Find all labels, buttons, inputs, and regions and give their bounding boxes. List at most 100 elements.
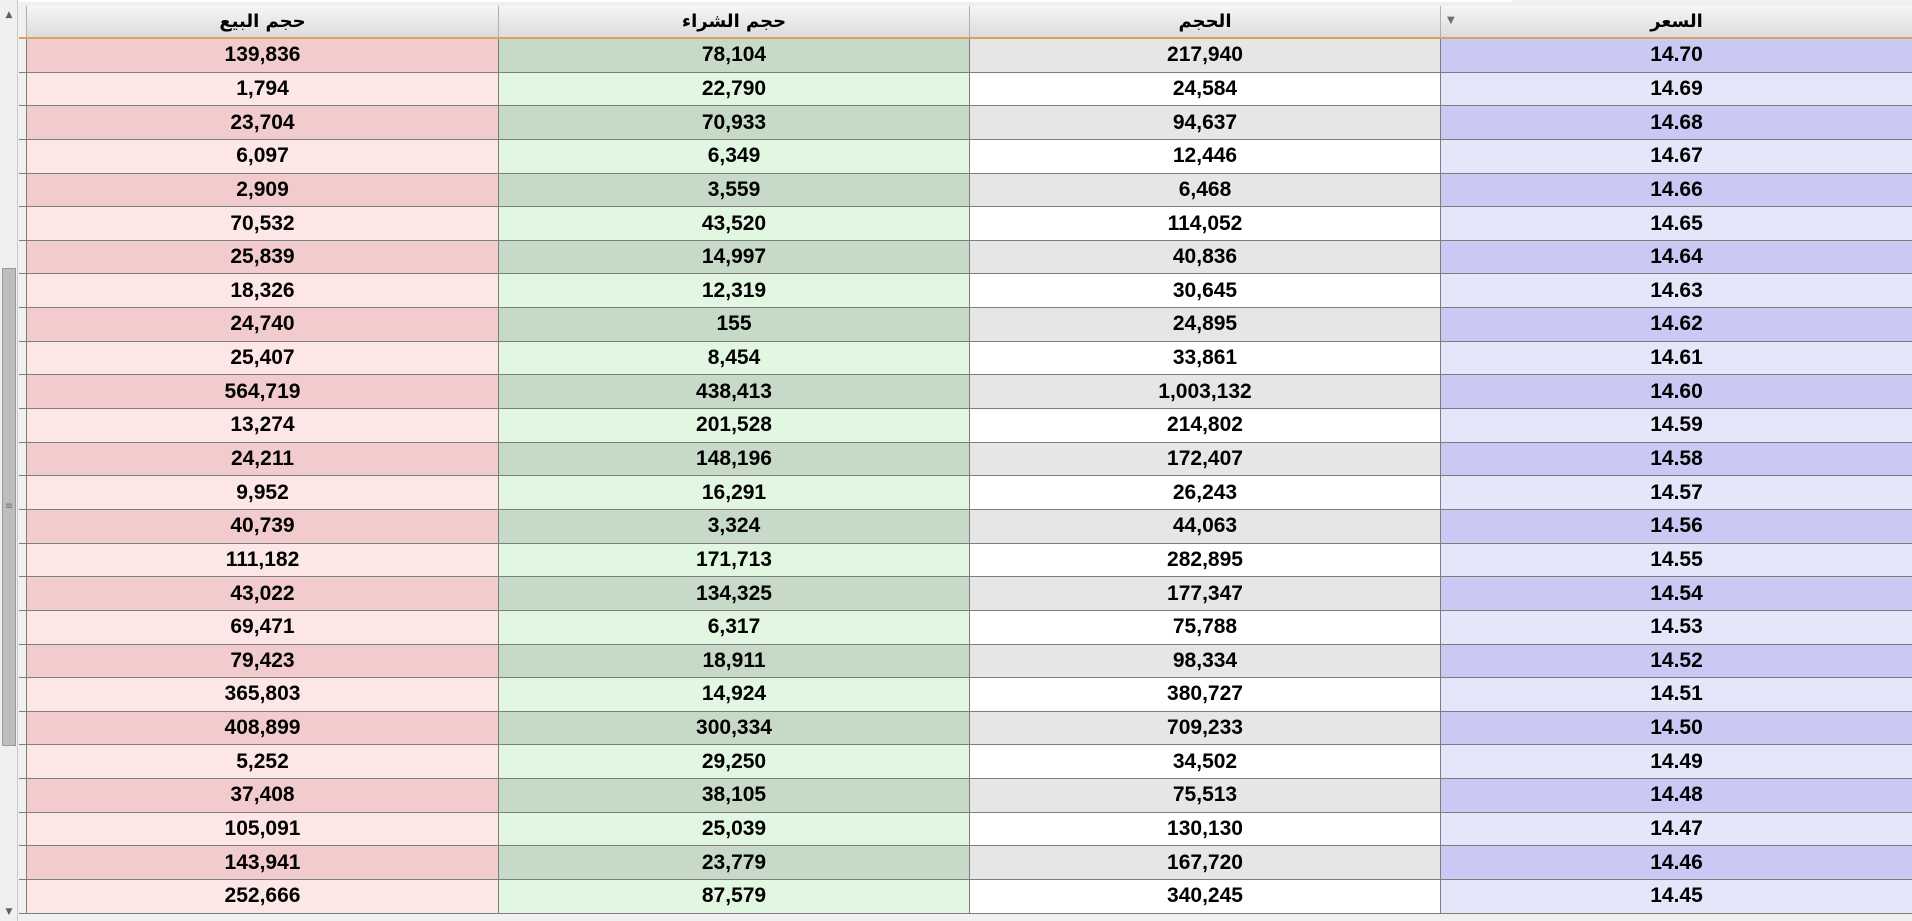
buy-volume-cell: 155 (498, 308, 969, 342)
vertical-scrollbar[interactable]: ▲ ≡ ▼ (0, 0, 18, 921)
sell-volume-cell: 9,952 (26, 476, 498, 510)
buy-volume-cell: 23,779 (498, 846, 969, 881)
scroll-up-arrow-icon[interactable]: ▲ (5, 10, 13, 20)
row-filler (19, 812, 26, 847)
buy-volume-cell: 6,349 (498, 139, 969, 174)
volume-cell: 380,727 (969, 678, 1440, 712)
row-filler (19, 846, 26, 881)
sell-volume-cell: 24,740 (26, 308, 498, 342)
row-filler (19, 745, 26, 780)
row-filler (19, 678, 26, 712)
column-header-buy-volume-label: حجم الشراء (681, 11, 787, 32)
volume-cell: 75,788 (969, 610, 1440, 645)
table-row[interactable]: 14.51 380,727 14,924 365,803 (19, 678, 1912, 712)
table-row[interactable]: 14.61 33,861 8,454 25,407 (19, 341, 1912, 376)
volume-cell: 98,334 (969, 644, 1440, 679)
volume-cell: 24,584 (969, 72, 1440, 107)
table-row[interactable]: 14.62 24,895 155 24,740 (19, 308, 1912, 342)
sort-descending-icon[interactable]: ▼ (1447, 15, 1455, 26)
sell-volume-cell: 24,211 (26, 442, 498, 477)
table-row[interactable]: 14.53 75,788 6,317 69,471 (19, 610, 1912, 645)
price-cell: 14.64 (1440, 240, 1912, 275)
sell-volume-cell: 365,803 (26, 678, 498, 712)
row-filler (19, 341, 26, 376)
buy-volume-cell: 38,105 (498, 779, 969, 813)
table-row[interactable]: 14.50 709,233 300,334 408,899 (19, 711, 1912, 746)
table-row[interactable]: 14.46 167,720 23,779 143,941 (19, 846, 1912, 881)
row-filler (19, 610, 26, 645)
price-cell: 14.62 (1440, 308, 1912, 342)
table-row[interactable]: 14.70 217,940 78,104 139,836 (19, 39, 1912, 73)
column-header-buy-volume[interactable]: حجم الشراء (498, 6, 969, 37)
table-row[interactable]: 14.68 94,637 70,933 23,704 (19, 106, 1912, 140)
table-row[interactable]: 14.59 214,802 201,528 13,274 (19, 409, 1912, 443)
price-cell: 14.54 (1440, 577, 1912, 611)
buy-volume-cell: 300,334 (498, 711, 969, 746)
price-cell: 14.68 (1440, 106, 1912, 140)
table-row[interactable]: 14.58 172,407 148,196 24,211 (19, 442, 1912, 477)
price-cell: 14.45 (1440, 880, 1912, 914)
table-row[interactable]: 14.56 44,063 3,324 40,739 (19, 509, 1912, 544)
table-row[interactable]: 14.63 30,645 12,319 18,326 (19, 274, 1912, 309)
table-row[interactable]: 14.54 177,347 134,325 43,022 (19, 577, 1912, 611)
table-row[interactable]: 14.47 130,130 25,039 105,091 (19, 812, 1912, 847)
price-cell: 14.48 (1440, 779, 1912, 813)
price-cell: 14.57 (1440, 476, 1912, 510)
column-header-sell-volume[interactable]: حجم البيع (26, 6, 498, 37)
row-filler (19, 308, 26, 342)
table-row[interactable]: 14.69 24,584 22,790 1,794 (19, 72, 1912, 107)
table-row[interactable]: 14.65 114,052 43,520 70,532 (19, 207, 1912, 241)
buy-volume-cell: 12,319 (498, 274, 969, 309)
table-row[interactable]: 14.49 34,502 29,250 5,252 (19, 745, 1912, 780)
price-cell: 14.58 (1440, 442, 1912, 477)
column-header-volume[interactable]: الحجم (969, 6, 1440, 37)
sell-volume-cell: 70,532 (26, 207, 498, 241)
sell-volume-cell: 111,182 (26, 543, 498, 578)
table-row[interactable]: 14.64 40,836 14,997 25,839 (19, 240, 1912, 275)
volume-cell: 6,468 (969, 173, 1440, 208)
table-row[interactable]: 14.57 26,243 16,291 9,952 (19, 476, 1912, 510)
sell-volume-cell: 6,097 (26, 139, 498, 174)
buy-volume-cell: 14,997 (498, 240, 969, 275)
buy-volume-cell: 25,039 (498, 812, 969, 847)
table-row[interactable]: 14.67 12,446 6,349 6,097 (19, 139, 1912, 174)
row-filler (19, 409, 26, 443)
sell-volume-cell: 69,471 (26, 610, 498, 645)
price-cell: 14.47 (1440, 812, 1912, 847)
buy-volume-cell: 78,104 (498, 39, 969, 73)
scroll-down-arrow-icon[interactable]: ▼ (5, 907, 13, 917)
table-row[interactable]: 14.66 6,468 3,559 2,909 (19, 173, 1912, 208)
table-row[interactable]: 14.55 282,895 171,713 111,182 (19, 543, 1912, 578)
volume-cell: 12,446 (969, 139, 1440, 174)
row-filler (19, 476, 26, 510)
table-row[interactable]: 14.52 98,334 18,911 79,423 (19, 644, 1912, 679)
sell-volume-cell: 25,839 (26, 240, 498, 275)
row-filler (19, 644, 26, 679)
volume-cell: 26,243 (969, 476, 1440, 510)
sell-volume-cell: 37,408 (26, 779, 498, 813)
table-row[interactable]: 14.48 75,513 38,105 37,408 (19, 779, 1912, 813)
scrollbar-thumb[interactable]: ≡ (2, 268, 16, 746)
table-row[interactable]: 14.60 1,003,132 438,413 564,719 (19, 375, 1912, 410)
buy-volume-cell: 148,196 (498, 442, 969, 477)
sell-volume-cell: 43,022 (26, 577, 498, 611)
column-header-price-label: السعر (1650, 11, 1703, 32)
row-filler (19, 711, 26, 746)
table-row[interactable]: 14.45 340,245 87,579 252,666 (19, 880, 1912, 914)
sell-volume-cell: 564,719 (26, 375, 498, 410)
top-divider (0, 0, 1512, 2)
row-filler (19, 577, 26, 611)
buy-volume-cell: 14,924 (498, 678, 969, 712)
sell-volume-cell: 13,274 (26, 409, 498, 443)
volume-cell: 75,513 (969, 779, 1440, 813)
row-filler (19, 106, 26, 140)
price-cell: 14.55 (1440, 543, 1912, 578)
row-filler (19, 173, 26, 208)
table-body: 14.70 217,940 78,104 139,836 14.69 24,584 22,7… (19, 39, 1912, 914)
price-cell: 14.66 (1440, 173, 1912, 208)
column-header-volume-label: الحجم (1178, 11, 1232, 32)
buy-volume-cell: 201,528 (498, 409, 969, 443)
buy-volume-cell: 70,933 (498, 106, 969, 140)
column-header-price[interactable]: ▼ السعر (1440, 6, 1912, 37)
